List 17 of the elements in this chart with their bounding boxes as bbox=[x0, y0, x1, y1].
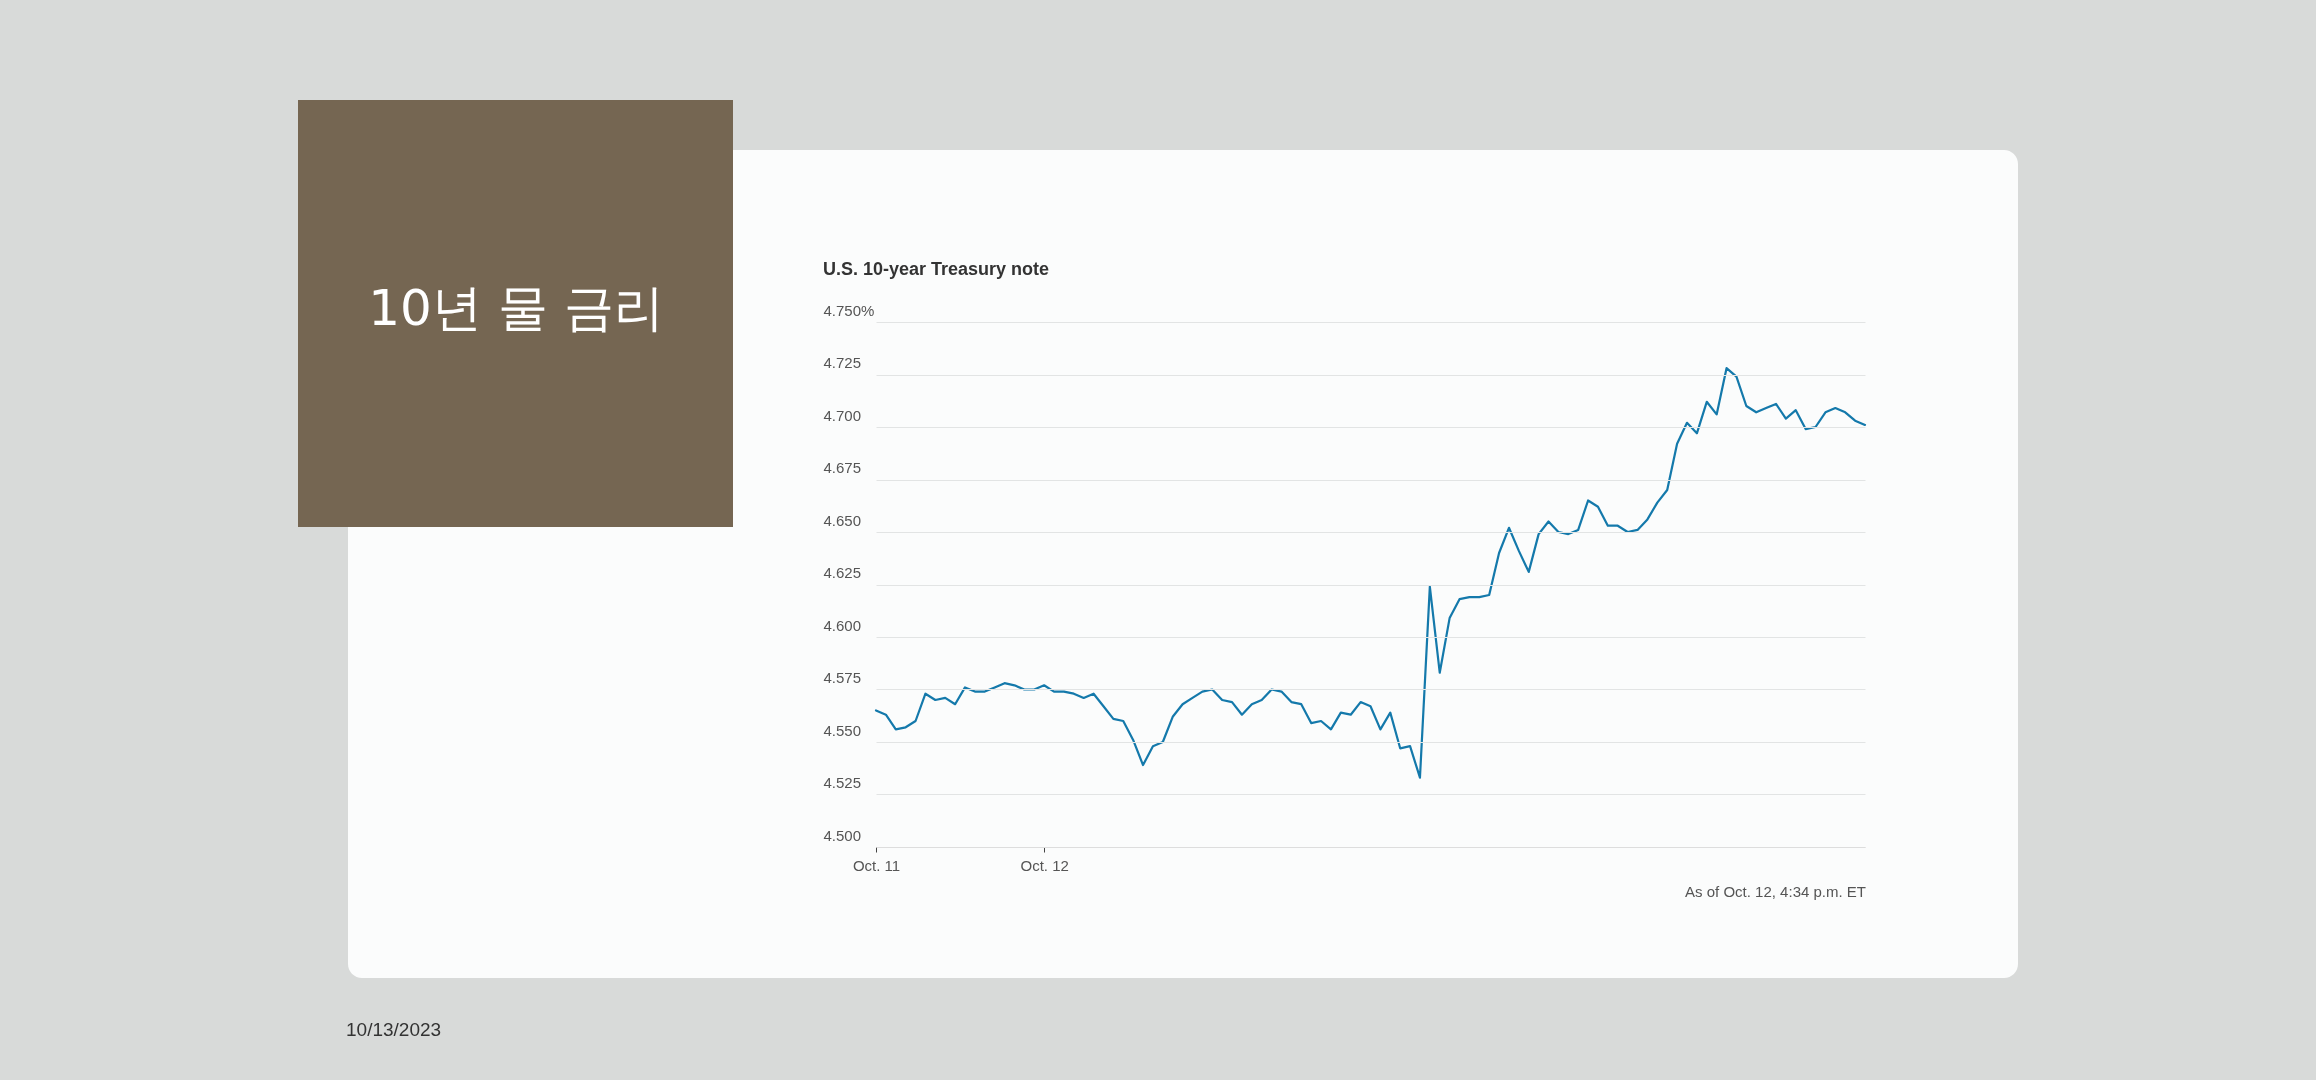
text: As of Oct. 12, 4:34 p.m. ET bbox=[1685, 883, 1866, 900]
y-tick-label: 4.550 bbox=[823, 721, 862, 739]
chart-subtitle: U.S. 10-year Treasury note bbox=[823, 259, 1050, 279]
text: 10/13/2023 bbox=[346, 1019, 442, 1040]
y-tick-label: 4.600 bbox=[823, 616, 862, 634]
y-tick-label: 4.500 bbox=[823, 826, 862, 844]
y-tick-label: 4.750% bbox=[823, 301, 875, 319]
x-tick-label: Oct. 11 bbox=[852, 856, 901, 874]
x-tick-label: Oct. 12 bbox=[1020, 856, 1069, 874]
y-tick-label: 4.525 bbox=[823, 774, 862, 791]
y-tick-label: 4.575 bbox=[823, 669, 862, 686]
chart-title: 10년 물 금리 bbox=[368, 279, 664, 337]
y-tick-label: 4.725 bbox=[823, 354, 862, 371]
y-tick-label: 4.650 bbox=[823, 511, 862, 529]
y-tick-label: 4.700 bbox=[823, 406, 862, 424]
y-tick-label: 4.675 bbox=[823, 459, 862, 476]
y-tick-label: 4.625 bbox=[823, 564, 862, 581]
